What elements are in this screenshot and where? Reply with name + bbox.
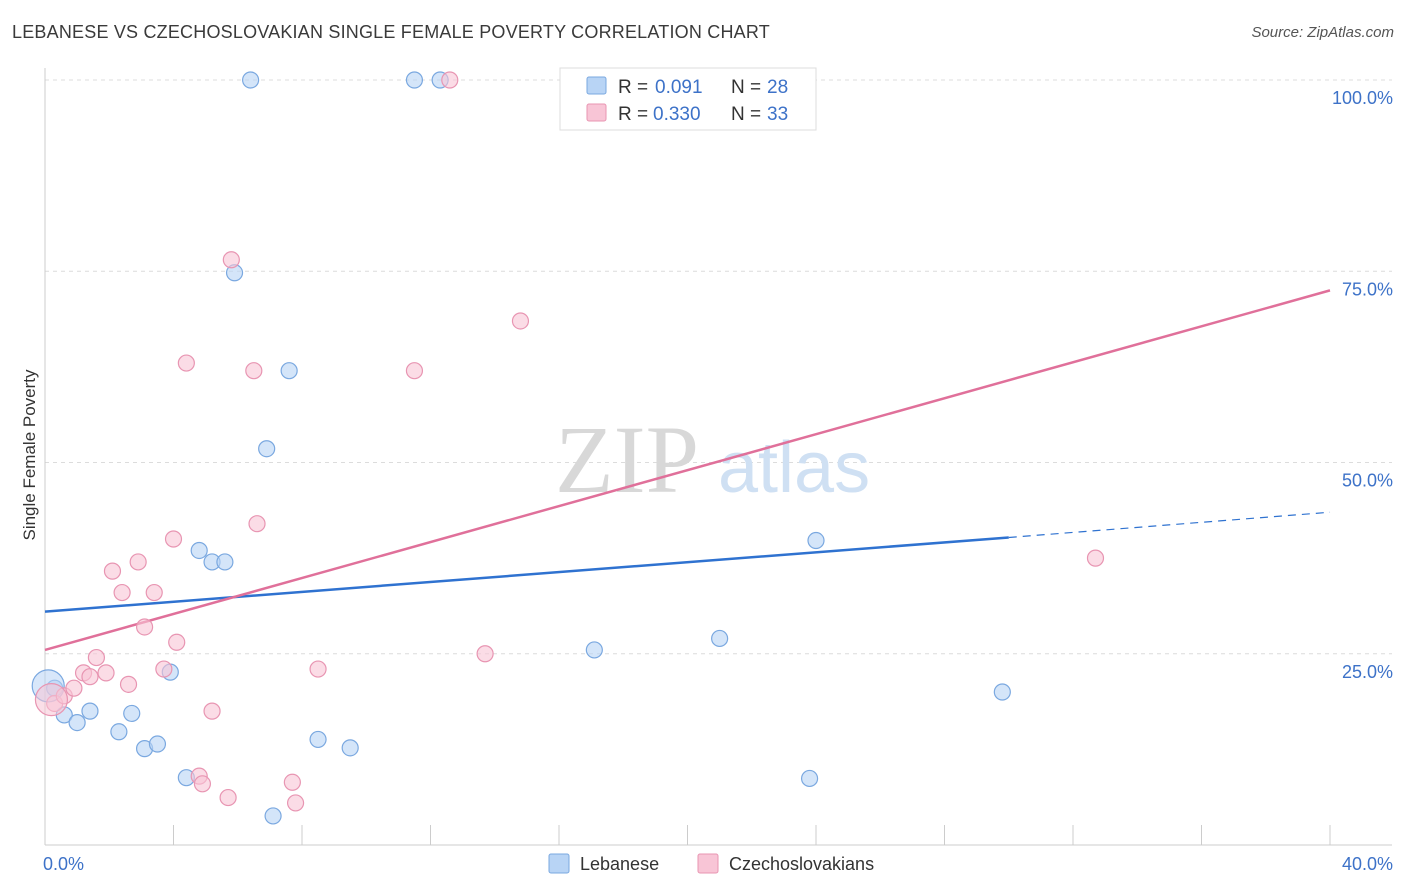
data-points — [31, 71, 1105, 825]
point-czech-22 — [245, 362, 263, 380]
watermark-zip: ZIP — [555, 406, 699, 513]
point-czech-16 — [177, 354, 195, 372]
legend-r-value-2: 0.330 — [653, 104, 701, 125]
point-czech-18 — [193, 775, 212, 793]
point-lebanese-4 — [110, 723, 128, 741]
point-czech-4 — [81, 668, 99, 686]
point-czech-8 — [113, 583, 131, 602]
point-lebanese-18 — [309, 730, 327, 749]
trend-line-lebanese — [44, 536, 1009, 613]
point-lebanese-15 — [258, 440, 276, 458]
legend-r-label-2: R = — [618, 104, 648, 125]
point-czech-12 — [145, 583, 163, 602]
legend-swatch-lebanese — [586, 76, 607, 95]
legend-r-label-1: R = — [618, 77, 648, 98]
point-lebanese-3 — [81, 702, 99, 720]
watermark: ZIP atlas — [555, 406, 870, 513]
point-lebanese-26 — [993, 683, 1011, 701]
point-lebanese-25 — [807, 531, 825, 550]
y-axis-label: Single Female Poverty — [20, 369, 39, 541]
point-czech-24 — [283, 773, 301, 791]
point-lebanese-12 — [216, 553, 234, 571]
point-czech-14 — [164, 530, 183, 548]
point-lebanese-2 — [68, 713, 86, 732]
point-lebanese-24 — [800, 769, 819, 788]
y-tick-label-0: 25.0% — [1342, 662, 1393, 682]
point-czech-23 — [248, 515, 266, 533]
point-lebanese-7 — [148, 735, 167, 753]
point-czech-21 — [222, 251, 240, 269]
x-tick-label-1: 40.0% — [1342, 854, 1393, 874]
chart-title: LEBANESE VS CZECHOSLOVAKIAN SINGLE FEMAL… — [12, 22, 770, 42]
point-czech-5 — [87, 648, 106, 667]
y-tick-label-1: 50.0% — [1342, 471, 1393, 491]
point-lebanese-17 — [280, 362, 298, 380]
y-tick-label-3: 100.0% — [1332, 88, 1393, 108]
bottom-legend-swatch-lebanese — [548, 853, 570, 874]
point-lebanese-5 — [123, 704, 141, 723]
legend-r-value-1: 0.091 — [655, 77, 703, 98]
point-lebanese-22 — [585, 641, 603, 659]
trend-lines — [44, 289, 1331, 652]
legend-swatch-czech — [586, 103, 607, 122]
trend-line-czech — [44, 289, 1331, 652]
point-czech-7 — [103, 562, 122, 580]
point-czech-31 — [1086, 549, 1105, 567]
point-czech-13 — [155, 660, 173, 678]
bottom-legend-lebanese: Lebanese — [580, 854, 659, 874]
point-lebanese-23 — [711, 629, 729, 648]
legend-n-value-1: 28 — [767, 77, 788, 98]
trend-line-lebanese-extension — [1008, 511, 1331, 539]
point-czech-32 — [34, 683, 69, 717]
point-czech-6 — [97, 664, 115, 682]
point-czech-10 — [129, 553, 147, 571]
point-czech-20 — [219, 788, 237, 807]
axes — [44, 68, 1392, 846]
point-lebanese-10 — [190, 541, 208, 560]
point-czech-30 — [511, 312, 530, 330]
point-czech-27 — [405, 362, 424, 380]
point-lebanese-16 — [264, 807, 282, 825]
point-czech-29 — [476, 645, 494, 663]
point-czech-19 — [203, 702, 221, 720]
point-czech-9 — [119, 675, 138, 693]
point-czech-2 — [65, 679, 83, 697]
source-credit: Source: ZipAtlas.com — [1251, 24, 1394, 41]
point-czech-11 — [135, 618, 154, 636]
correlation-legend: R = 0.091 N = 28 R = 0.330 N = 33 — [559, 67, 817, 131]
bottom-legend-swatch-czech — [697, 853, 719, 874]
point-czech-15 — [168, 633, 186, 651]
y-tick-label-2: 75.0% — [1342, 279, 1393, 299]
legend-n-label-1: N = — [731, 77, 761, 98]
x-tick-label-0: 0.0% — [43, 854, 84, 874]
point-czech-26 — [309, 660, 327, 678]
series-legend: Lebanese Czechoslovakians — [548, 853, 874, 874]
tick-labels: 25.0% 50.0% 75.0% 100.0% 0.0% 40.0% — [43, 88, 1393, 874]
point-lebanese-14 — [242, 71, 260, 89]
grid-lines — [45, 79, 1392, 655]
point-czech-25 — [286, 794, 305, 812]
bottom-legend-czech: Czechoslovakians — [729, 854, 874, 874]
point-lebanese-19 — [341, 739, 359, 757]
legend-n-value-2: 33 — [767, 104, 788, 125]
point-czech-28 — [441, 71, 459, 89]
point-lebanese-20 — [405, 71, 424, 89]
legend-n-label-2: N = — [731, 104, 761, 125]
